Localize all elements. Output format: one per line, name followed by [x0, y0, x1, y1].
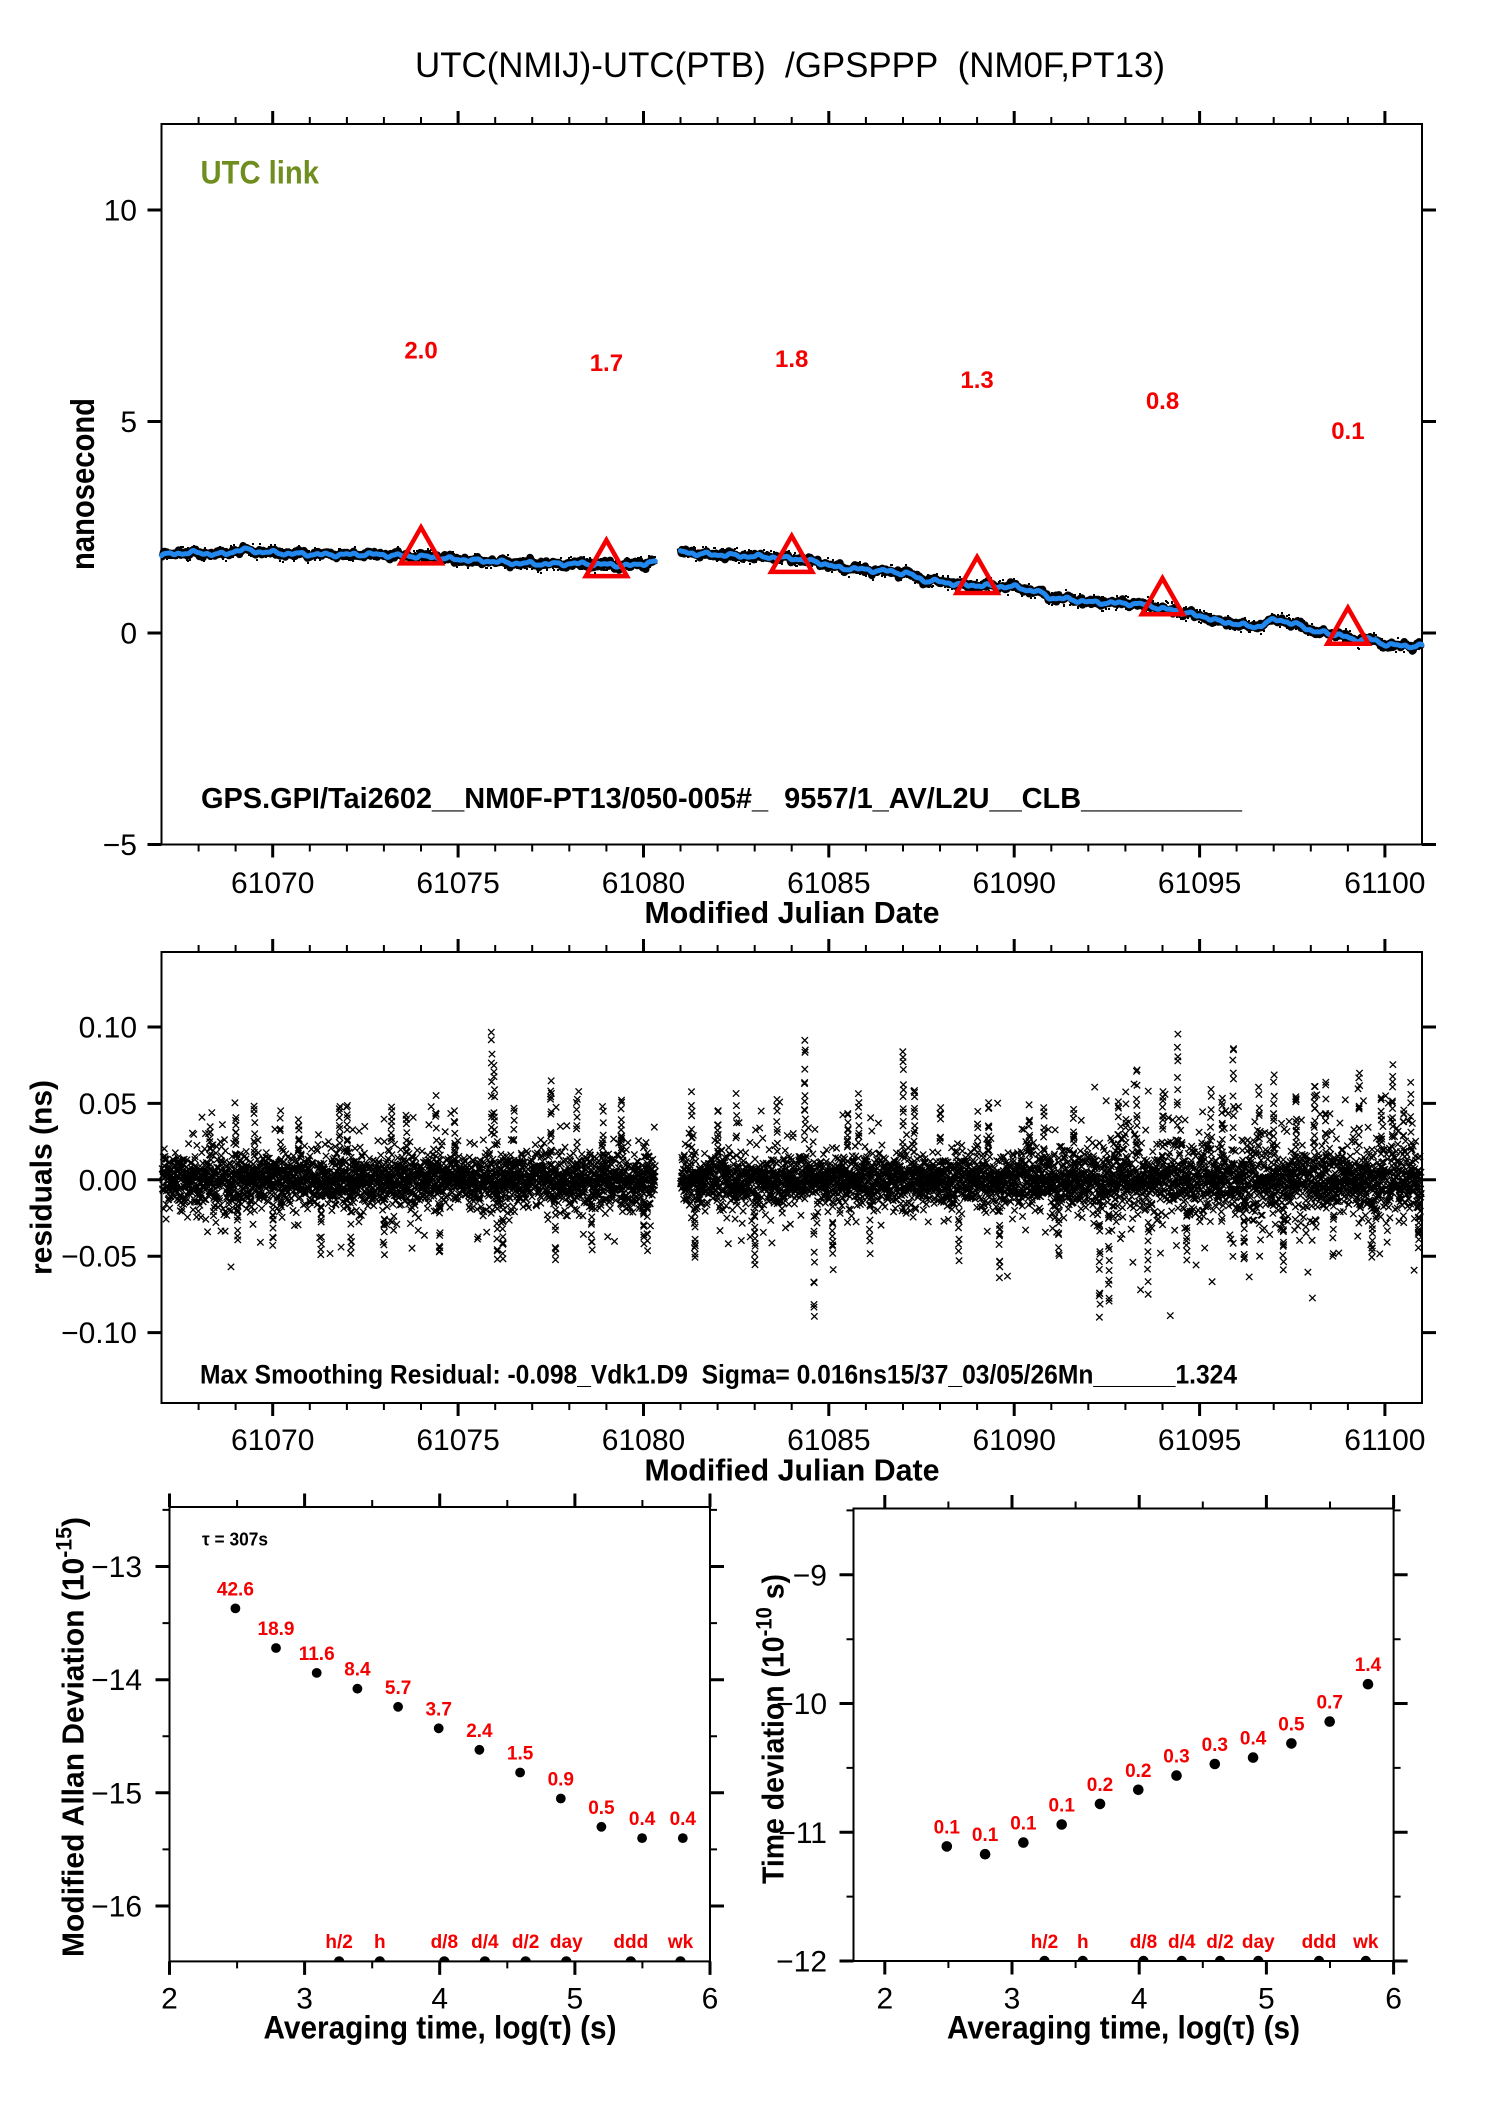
- svg-text:61085: 61085: [787, 1424, 870, 1457]
- svg-text:−11: −11: [778, 1817, 827, 1850]
- svg-text:4: 4: [1131, 1983, 1148, 2016]
- svg-text:61070: 61070: [231, 1424, 314, 1457]
- svg-text:h/2: h/2: [1031, 1932, 1058, 1953]
- svg-text:11.6: 11.6: [299, 1644, 335, 1665]
- svg-text:1.3: 1.3: [960, 367, 993, 394]
- svg-text:0.2: 0.2: [1087, 1775, 1113, 1796]
- svg-text:ddd: ddd: [1302, 1932, 1337, 1953]
- svg-text:0.8: 0.8: [1146, 388, 1179, 415]
- svg-text:d/2: d/2: [512, 1932, 539, 1953]
- svg-text:d/4: d/4: [1168, 1932, 1196, 1953]
- svg-text:4: 4: [431, 1983, 448, 2016]
- svg-text:61070: 61070: [231, 867, 314, 900]
- svg-text:2: 2: [161, 1983, 178, 2016]
- svg-text:61090: 61090: [972, 867, 1055, 900]
- svg-text:0.1: 0.1: [1048, 1796, 1075, 1817]
- svg-text:2: 2: [876, 1983, 893, 2016]
- svg-text:5: 5: [567, 1983, 584, 2016]
- svg-text:GPS.GPI/Tai2602__NM0F-PT13/050: GPS.GPI/Tai2602__NM0F-PT13/050-005#_ 955…: [201, 783, 1243, 815]
- svg-text:0.1: 0.1: [1010, 1814, 1037, 1835]
- svg-text:0.10: 0.10: [79, 1012, 137, 1045]
- svg-text:0.5: 0.5: [1278, 1714, 1305, 1735]
- svg-text:61100: 61100: [1344, 1424, 1425, 1457]
- svg-text:−9: −9: [793, 1559, 827, 1592]
- svg-text:61090: 61090: [972, 1424, 1055, 1457]
- svg-text:0.05: 0.05: [79, 1088, 137, 1121]
- svg-text:2.0: 2.0: [404, 337, 437, 364]
- svg-text:nanosecond: nanosecond: [64, 398, 101, 570]
- svg-text:42.6: 42.6: [217, 1579, 254, 1600]
- svg-text:61075: 61075: [416, 1424, 499, 1457]
- svg-text:1.4: 1.4: [1355, 1655, 1382, 1676]
- svg-text:3: 3: [1004, 1983, 1021, 2016]
- svg-text:day: day: [550, 1932, 583, 1953]
- svg-text:d/4: d/4: [471, 1932, 499, 1953]
- svg-text:day: day: [1242, 1932, 1275, 1953]
- svg-text:5: 5: [120, 406, 137, 439]
- svg-text:1.8: 1.8: [775, 346, 808, 373]
- svg-text:0.2: 0.2: [1125, 1761, 1151, 1782]
- svg-text:−16: −16: [91, 1891, 142, 1924]
- svg-text:1.5: 1.5: [507, 1744, 534, 1765]
- svg-text:−14: −14: [91, 1664, 142, 1697]
- svg-text:Modified Julian Date: Modified Julian Date: [645, 895, 940, 930]
- svg-text:UTC(NMIJ)-UTC(PTB) /GPSPPP (: UTC(NMIJ)-UTC(PTB) /GPSPPP (NM0F,PT13): [415, 46, 1165, 85]
- svg-text:0.1: 0.1: [934, 1817, 961, 1838]
- svg-text:d/2: d/2: [1206, 1932, 1233, 1953]
- svg-text:6: 6: [702, 1983, 719, 2016]
- svg-text:0: 0: [120, 618, 137, 651]
- svg-text:61075: 61075: [416, 867, 499, 900]
- svg-text:wk: wk: [1352, 1932, 1379, 1953]
- svg-text:Modified Allan Deviation (10-1: Modified Allan Deviation (10-15): [52, 1517, 91, 1957]
- svg-text:0.3: 0.3: [1163, 1747, 1189, 1768]
- svg-text:0.3: 0.3: [1202, 1735, 1228, 1756]
- svg-text:0.4: 0.4: [1240, 1729, 1267, 1750]
- svg-text:−13: −13: [91, 1551, 142, 1584]
- svg-text:2.4: 2.4: [466, 1721, 493, 1742]
- svg-text:0.00: 0.00: [79, 1164, 137, 1197]
- svg-text:61080: 61080: [602, 867, 685, 900]
- svg-text:Averaging time, log(τ) (s): Averaging time, log(τ) (s): [947, 2010, 1300, 2046]
- svg-text:ddd: ddd: [613, 1932, 648, 1953]
- svg-text:0.1: 0.1: [972, 1825, 999, 1846]
- svg-text:3.7: 3.7: [425, 1699, 451, 1720]
- svg-text:−0.10: −0.10: [61, 1317, 137, 1350]
- svg-text:61100: 61100: [1344, 867, 1425, 900]
- svg-text:18.9: 18.9: [258, 1619, 295, 1640]
- svg-text:8.4: 8.4: [344, 1660, 371, 1681]
- svg-text:residuals (ns): residuals (ns): [24, 1080, 59, 1275]
- svg-text:0.4: 0.4: [629, 1809, 656, 1830]
- svg-text:−0.05: −0.05: [61, 1241, 137, 1274]
- svg-text:61095: 61095: [1158, 867, 1241, 900]
- svg-text:6: 6: [1385, 1983, 1402, 2016]
- svg-text:61085: 61085: [787, 867, 870, 900]
- svg-text:Max Smoothing Residual: -0.098: Max Smoothing Residual: -0.098_Vdk1.D9 S…: [200, 1360, 1237, 1390]
- svg-text:h/2: h/2: [325, 1932, 352, 1953]
- svg-text:UTC link: UTC link: [201, 155, 320, 191]
- svg-text:−15: −15: [91, 1777, 142, 1810]
- svg-text:−12: −12: [776, 1946, 827, 1979]
- svg-text:5: 5: [1258, 1983, 1275, 2016]
- svg-text:0.7: 0.7: [1316, 1693, 1342, 1714]
- svg-text:d/8: d/8: [1130, 1932, 1157, 1953]
- svg-text:τ = 307s: τ = 307s: [202, 1530, 268, 1550]
- svg-text:0.1: 0.1: [1331, 418, 1364, 445]
- svg-text:−10: −10: [776, 1688, 827, 1721]
- svg-text:0.4: 0.4: [670, 1809, 697, 1830]
- svg-text:Modified Julian Date: Modified Julian Date: [645, 1453, 940, 1488]
- svg-text:Averaging time, log(τ) (s): Averaging time, log(τ) (s): [264, 2010, 617, 2046]
- svg-text:h: h: [374, 1932, 386, 1953]
- svg-text:1.7: 1.7: [590, 350, 623, 377]
- svg-text:−5: −5: [103, 829, 137, 862]
- svg-text:10: 10: [104, 195, 137, 228]
- svg-text:h: h: [1077, 1932, 1089, 1953]
- svg-text:3: 3: [296, 1983, 313, 2016]
- svg-text:5.7: 5.7: [385, 1678, 411, 1699]
- svg-text:0.5: 0.5: [588, 1798, 615, 1819]
- svg-text:d/8: d/8: [431, 1932, 458, 1953]
- svg-text:61095: 61095: [1158, 1424, 1241, 1457]
- svg-text:61080: 61080: [602, 1424, 685, 1457]
- svg-text:wk: wk: [667, 1932, 694, 1953]
- svg-text:0.9: 0.9: [548, 1770, 574, 1791]
